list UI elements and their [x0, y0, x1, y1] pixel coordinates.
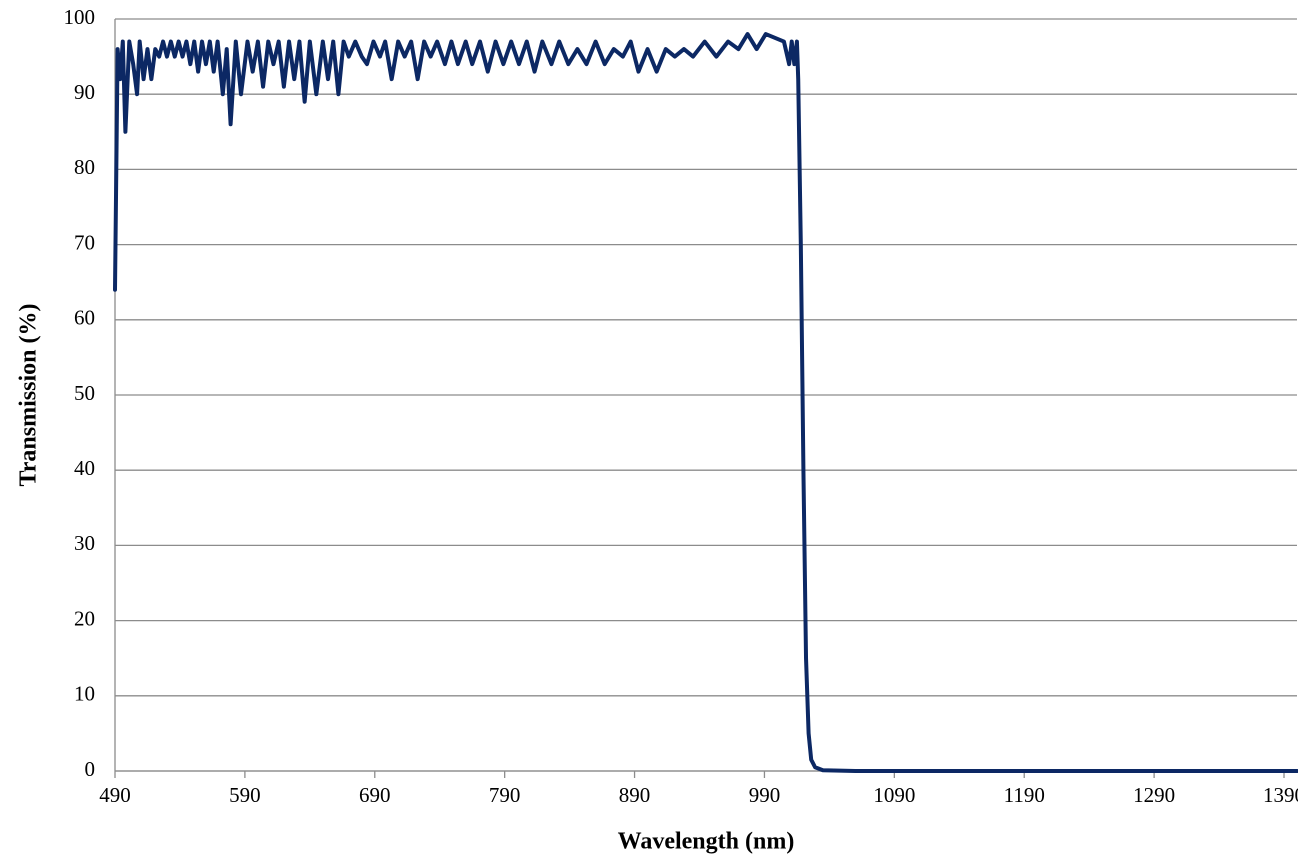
y-tick-label: 100 — [64, 5, 96, 29]
y-tick-label: 40 — [74, 456, 95, 480]
x-tick-label: 1190 — [1004, 783, 1045, 807]
x-tick-label: 1290 — [1133, 783, 1175, 807]
data-line — [113, 32, 1298, 773]
x-tick-label: 490 — [99, 783, 131, 807]
x-tick-label: 1390 — [1263, 783, 1298, 807]
y-tick-label: 0 — [85, 757, 96, 781]
y-axis-title: Transmission (%) — [16, 304, 42, 487]
x-tick-label: 990 — [749, 783, 781, 807]
x-tick-label: 890 — [619, 783, 651, 807]
x-tick-label: 590 — [229, 783, 261, 807]
y-tick-label: 50 — [74, 381, 95, 405]
y-tick-label: 20 — [74, 606, 95, 630]
y-tick-label: 10 — [74, 682, 95, 706]
y-tick-label: 30 — [74, 531, 95, 555]
y-tick-label: 80 — [74, 155, 95, 179]
y-tick-label: 70 — [74, 230, 95, 254]
x-tick-label: 1090 — [873, 783, 915, 807]
y-tick-label: 90 — [74, 80, 95, 104]
x-tick-label: 790 — [489, 783, 521, 807]
x-tick-label: 690 — [359, 783, 391, 807]
y-tick-label: 60 — [74, 306, 95, 330]
x-axis-title: Wavelength (nm) — [618, 829, 795, 855]
